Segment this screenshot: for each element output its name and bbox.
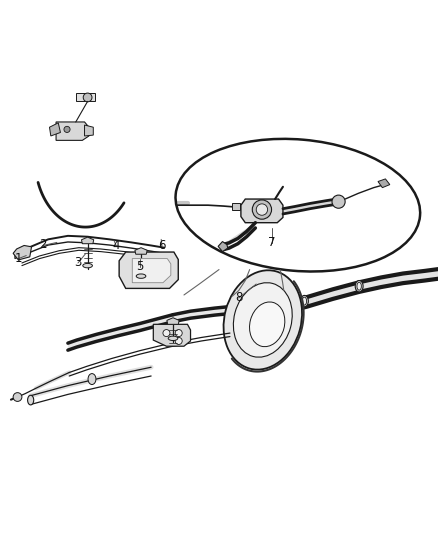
Circle shape [175, 329, 182, 336]
Text: 6: 6 [158, 239, 166, 252]
Polygon shape [283, 199, 336, 214]
Ellipse shape [136, 274, 146, 278]
Polygon shape [378, 179, 390, 188]
Ellipse shape [302, 297, 307, 305]
Polygon shape [167, 318, 179, 324]
Circle shape [252, 200, 272, 219]
Ellipse shape [233, 282, 292, 357]
Polygon shape [241, 199, 283, 223]
Text: 2: 2 [39, 238, 47, 251]
Circle shape [332, 195, 345, 208]
Text: 3: 3 [74, 256, 81, 269]
Text: 7: 7 [268, 236, 276, 249]
Polygon shape [173, 304, 278, 322]
Polygon shape [119, 252, 178, 288]
Ellipse shape [250, 302, 285, 346]
Polygon shape [278, 269, 438, 313]
Circle shape [175, 337, 182, 344]
Polygon shape [85, 125, 93, 136]
Text: 4: 4 [112, 239, 120, 252]
Polygon shape [68, 314, 173, 350]
Polygon shape [223, 223, 255, 250]
Polygon shape [49, 123, 60, 136]
Polygon shape [76, 93, 95, 101]
Polygon shape [56, 122, 89, 140]
Text: 5: 5 [137, 260, 144, 273]
Ellipse shape [83, 263, 92, 268]
Polygon shape [153, 324, 191, 346]
Polygon shape [218, 241, 228, 252]
Circle shape [83, 93, 92, 102]
Circle shape [256, 204, 268, 215]
Ellipse shape [355, 280, 363, 292]
Circle shape [64, 126, 70, 133]
Ellipse shape [275, 303, 281, 314]
Ellipse shape [28, 395, 34, 405]
Polygon shape [132, 259, 171, 282]
Circle shape [13, 393, 22, 401]
Polygon shape [135, 248, 147, 254]
Ellipse shape [168, 336, 178, 341]
Ellipse shape [300, 295, 308, 307]
Text: 8: 8 [235, 290, 242, 304]
Ellipse shape [357, 282, 361, 290]
Circle shape [163, 329, 170, 336]
Polygon shape [232, 203, 240, 209]
Polygon shape [15, 251, 21, 259]
Text: 1: 1 [14, 252, 22, 265]
Polygon shape [81, 237, 94, 244]
Polygon shape [13, 246, 32, 260]
Ellipse shape [223, 270, 302, 369]
Ellipse shape [88, 374, 96, 384]
